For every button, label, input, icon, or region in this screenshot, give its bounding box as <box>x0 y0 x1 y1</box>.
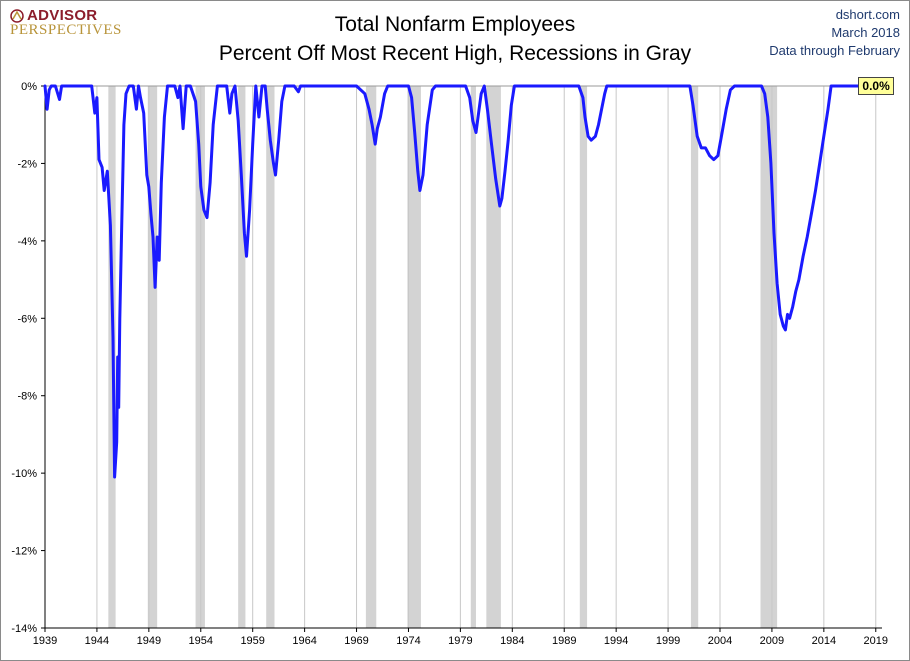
x-tick-label: 1994 <box>604 635 628 647</box>
x-tick-label: 1959 <box>240 635 264 647</box>
x-tick-label: 1969 <box>344 635 368 647</box>
logo-text-bottom: PERSPECTIVES <box>10 22 122 38</box>
x-tick-label: 1979 <box>448 635 472 647</box>
y-tick-label: -4% <box>17 236 37 248</box>
recession-bands <box>108 86 778 628</box>
grid-lines <box>96 86 877 628</box>
x-tick-label: 1964 <box>292 635 316 647</box>
source-date: March 2018 <box>831 25 900 40</box>
x-tick-label: 1984 <box>500 635 524 647</box>
y-tick-label: -2% <box>17 158 37 170</box>
x-tick-label: 1999 <box>656 635 680 647</box>
x-tick-label: 1944 <box>85 635 109 647</box>
logo-text-top: ADVISOR <box>27 7 98 24</box>
x-tick-label: 2004 <box>708 635 732 647</box>
recession-band-6 <box>407 86 421 628</box>
recession-band-3 <box>238 86 246 628</box>
chart-title: Total Nonfarm Employees <box>334 13 576 36</box>
x-tick-label: 1939 <box>33 635 57 647</box>
source-note: Data through February <box>769 43 900 58</box>
source-site: dshort.com <box>835 7 900 22</box>
x-tick-label: 2014 <box>812 635 836 647</box>
recession-band-8 <box>486 86 501 628</box>
y-tick-label: -10% <box>11 468 37 480</box>
y-tick-label: -12% <box>11 546 37 558</box>
x-tick-label: 1949 <box>137 635 161 647</box>
x-tick-label: 1989 <box>552 635 576 647</box>
recession-band-11 <box>760 86 778 628</box>
series-lines <box>43 84 868 479</box>
x-tick-label: 1974 <box>396 635 420 647</box>
recession-band-10 <box>690 86 699 628</box>
logo-mark-icon <box>10 8 24 23</box>
advisor-perspectives-logo: ADVISOR PERSPECTIVES <box>10 8 122 38</box>
y-tick-label: -6% <box>17 313 37 325</box>
recession-band-1 <box>147 86 158 628</box>
axes <box>41 85 882 632</box>
recession-band-5 <box>365 86 377 628</box>
y-tick-label: -14% <box>11 623 37 635</box>
y-tick-label: -8% <box>17 391 37 403</box>
x-tick-label: 2019 <box>864 635 888 647</box>
x-tick-label: 1954 <box>189 635 213 647</box>
recession-band-7 <box>470 86 476 628</box>
tick-labels: 0% -2% -4% -6% -8% -10% -12% -14%1939 1944 1949 19… <box>11 81 888 647</box>
series-line-0 <box>43 84 868 479</box>
recession-band-9 <box>579 86 588 628</box>
chart-subtitle: Percent Off Most Recent High, Recessions… <box>218 42 692 65</box>
recession-band-4 <box>266 86 275 628</box>
y-tick-label: 0% <box>21 81 37 93</box>
latest-value-label: 0.0% <box>858 77 894 95</box>
recession-band-2 <box>195 86 205 628</box>
x-tick-label: 2009 <box>760 635 784 647</box>
